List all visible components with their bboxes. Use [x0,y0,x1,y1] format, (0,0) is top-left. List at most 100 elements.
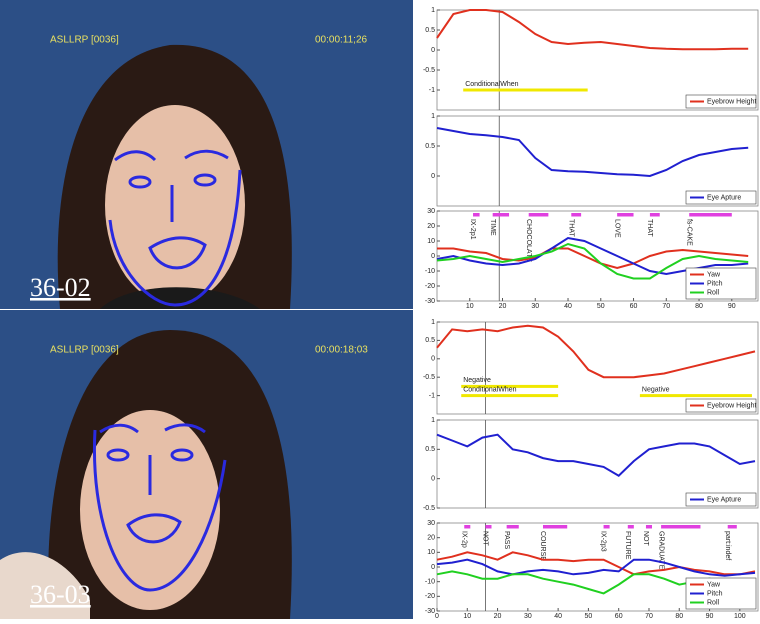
y-tick-label: 30 [427,520,435,527]
series-line [436,324,756,379]
legend-label: Eye Apture [707,194,741,201]
gloss-bar [649,213,660,217]
gloss-label: FUTURE [624,531,631,560]
y-tick-label: -30 [425,608,435,615]
y-tick-label: 1 [431,7,435,14]
x-tick-label: 100 [734,613,746,619]
x-tick-label: 90 [706,613,714,619]
y-tick-label: -10 [425,268,435,275]
x-tick-label: 60 [615,613,623,619]
gloss-label: IX-2p [460,531,467,548]
gloss-label: PASS [503,531,510,549]
x-tick-label: 10 [466,303,474,310]
annotation-bar [639,394,752,398]
y-tick-label: 30 [427,208,435,215]
video-frame [0,310,413,619]
video-frame [0,0,413,309]
gloss-bar [661,525,701,529]
x-tick-label: 70 [645,613,653,619]
gloss-label: TIME [489,219,496,236]
x-tick-label: 20 [494,613,502,619]
legend-label: Eyebrow Height [707,402,756,409]
y-tick-label: -0.5 [423,374,435,381]
legend-label: Eye Apture [707,496,741,503]
x-tick-label: 60 [630,303,638,310]
y-tick-label: -0.5 [423,67,435,74]
x-tick-label: 20 [499,303,507,310]
x-tick-label: 50 [597,303,605,310]
gloss-bar [617,213,634,217]
x-tick-label: 90 [728,303,736,310]
series-line [436,127,749,178]
y-tick-label: -1 [429,392,435,399]
y-tick-label: 0.5 [425,337,435,344]
y-tick-label: 0 [431,564,435,571]
annotation-label: Negative [642,386,670,393]
gloss-label: IX-2p1 [469,219,476,240]
series-line [436,558,756,577]
y-tick-label: -1 [429,87,435,94]
annotation-bar [463,88,588,92]
y-tick-label: -30 [425,298,435,305]
y-tick-label: 0 [431,253,435,260]
y-tick-label: 0.5 [425,143,435,150]
y-tick-label: -10 [425,579,435,586]
y-tick-label: 0.5 [425,446,435,453]
gloss-label: fs-CAKE [685,219,692,246]
series-line [436,551,756,576]
gloss-bar [689,213,732,217]
gloss-bar [627,525,634,529]
legend-label: Pitch [707,280,723,287]
y-tick-label: 1 [431,113,435,120]
y-tick-label: -20 [425,283,435,290]
x-tick-label: 50 [585,613,593,619]
gloss-bar [485,525,492,529]
series-line [436,9,749,51]
gloss-bar [645,525,653,529]
y-tick-label: 0.5 [425,27,435,34]
gloss-label: LOVE [613,219,620,238]
y-tick-label: 20 [427,535,435,542]
y-tick-label: 10 [427,549,435,556]
video-header: ASLLRP [0036] [50,35,119,46]
gloss-bar [492,213,510,217]
x-tick-label: 10 [463,613,471,619]
x-tick-label: 0 [435,613,439,619]
legend-label: Roll [707,289,720,296]
annotation-bar [461,394,559,398]
gloss-label: CHOCOLATE [525,219,532,262]
gloss-label: THAT [567,219,574,237]
gloss-label: part:indef [724,531,731,560]
gloss-label: NOT [642,531,649,547]
x-tick-label: 30 [524,613,532,619]
gloss-bar [571,213,582,217]
y-tick-label: 0 [431,47,435,54]
gloss-bar [506,525,519,529]
series-line [436,433,756,477]
x-tick-label: 40 [554,613,562,619]
plot-area [436,9,759,111]
gloss-label: NOT [482,531,489,547]
y-tick-label: 10 [427,238,435,245]
gloss-bar [473,213,480,217]
gloss-label: IX-2p3 [600,531,607,552]
legend-box [685,492,757,507]
y-tick-label: 20 [427,223,435,230]
y-tick-label: -0.5 [423,505,435,512]
x-tick-label: 80 [695,303,703,310]
gloss-bar [528,213,549,217]
gloss-bar [727,525,737,529]
y-tick-label: 0 [431,356,435,363]
panel-caption: 36-02 [30,273,91,302]
gloss-bar [542,525,568,529]
gloss-bar [464,525,471,529]
y-tick-label: 0 [431,173,435,180]
y-tick-label: 1 [431,417,435,424]
video-timecode: 00:00:18;03 [315,345,368,356]
video-timecode: 00:00:11;26 [315,35,368,46]
legend-box [685,190,757,205]
legend-box [685,94,757,109]
legend-label: Yaw [707,581,721,588]
annotation-label: ConditionalWhen [465,81,518,88]
